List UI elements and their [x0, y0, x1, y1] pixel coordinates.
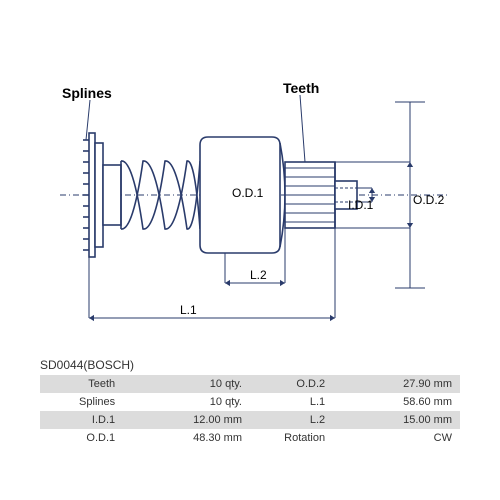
technical-drawing: Splines Teeth O.D.1 O.D.2 I.D.1 L.2 L.1 — [0, 0, 500, 350]
spec-value: 48.30 mm — [123, 429, 250, 447]
teeth-label: Teeth — [283, 80, 319, 96]
spec-key: Teeth — [40, 375, 123, 393]
spec-value: 10 qty. — [123, 375, 250, 393]
spec-key: L.2 — [250, 411, 333, 429]
l2-label: L.2 — [250, 268, 267, 282]
id1-label: I.D.1 — [348, 198, 373, 212]
spec-value: 15.00 mm — [333, 411, 460, 429]
spec-key: I.D.1 — [40, 411, 123, 429]
table-row: Teeth10 qty.O.D.227.90 mm — [40, 375, 460, 393]
spec-value: 58.60 mm — [333, 393, 460, 411]
table-row: I.D.112.00 mmL.215.00 mm — [40, 411, 460, 429]
spec-value: 27.90 mm — [333, 375, 460, 393]
spec-key: O.D.2 — [250, 375, 333, 393]
spec-value: CW — [333, 429, 460, 447]
spec-key: Splines — [40, 393, 123, 411]
spec-key: Rotation — [250, 429, 333, 447]
spec-value: 10 qty. — [123, 393, 250, 411]
part-code: SD0044(BOSCH) — [40, 358, 134, 372]
splines-label: Splines — [62, 85, 112, 101]
l1-label: L.1 — [180, 303, 197, 317]
table-row: Splines10 qty.L.158.60 mm — [40, 393, 460, 411]
table-row: O.D.148.30 mmRotationCW — [40, 429, 460, 447]
specs-table: Teeth10 qty.O.D.227.90 mmSplines10 qty.L… — [40, 375, 460, 447]
spec-key: O.D.1 — [40, 429, 123, 447]
spec-value: 12.00 mm — [123, 411, 250, 429]
od2-label: O.D.2 — [413, 193, 444, 207]
od1-label: O.D.1 — [232, 186, 263, 200]
spec-key: L.1 — [250, 393, 333, 411]
